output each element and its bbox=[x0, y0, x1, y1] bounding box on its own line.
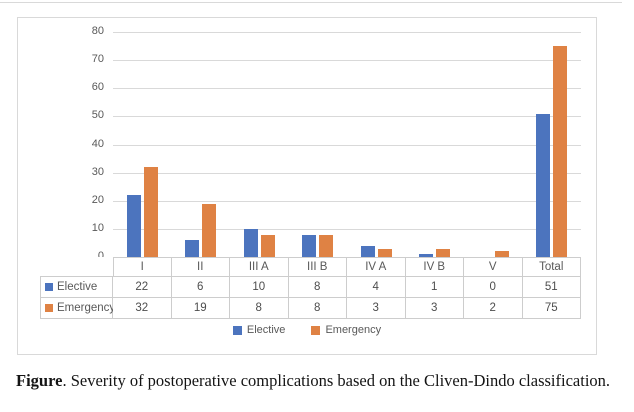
bar-emergency bbox=[436, 248, 451, 257]
gridline bbox=[113, 144, 581, 146]
figure-caption-text: . Severity of postoperative complication… bbox=[62, 371, 611, 390]
figure-caption-label: Figure bbox=[16, 371, 63, 390]
table-cell: 3 bbox=[405, 298, 464, 319]
bar-emergency bbox=[202, 203, 217, 257]
table-cell: 32 bbox=[113, 298, 172, 319]
gridline bbox=[113, 32, 581, 33]
gridline bbox=[113, 200, 581, 202]
table-cell: 1 bbox=[405, 277, 464, 298]
legend-label: Emergency bbox=[325, 324, 382, 336]
y-axis-tick-label: 70 bbox=[91, 53, 104, 66]
y-axis-tick-label: 30 bbox=[91, 165, 104, 178]
y-axis-tick-label: 50 bbox=[91, 109, 104, 122]
bar-emergency bbox=[260, 234, 275, 257]
gridline bbox=[113, 228, 581, 230]
table-row-label-text: Elective bbox=[57, 281, 98, 293]
bar-elective bbox=[360, 245, 375, 257]
legend: Elective Emergency bbox=[18, 324, 596, 336]
table-cell: 3 bbox=[347, 298, 406, 319]
bar-elective bbox=[536, 113, 551, 257]
plot-area bbox=[113, 32, 581, 257]
legend-item: Elective bbox=[232, 324, 286, 336]
bar-emergency bbox=[319, 234, 334, 257]
y-axis-tick-label: 0 bbox=[97, 250, 104, 262]
y-axis-tick-label: 10 bbox=[91, 221, 104, 234]
legend-swatch-icon bbox=[311, 325, 321, 335]
gridline bbox=[113, 60, 581, 62]
table-header-cell: III B bbox=[288, 257, 347, 277]
bar-elective bbox=[419, 254, 434, 257]
table-header-cell: IV A bbox=[347, 257, 406, 277]
y-axis: 0 10 20 30 40 50 60 70 80 bbox=[18, 18, 104, 278]
bar-elective bbox=[302, 234, 317, 257]
table-cell: 0 bbox=[464, 277, 523, 298]
table-header-cell: III A bbox=[230, 257, 289, 277]
table-cell: 19 bbox=[171, 298, 230, 319]
y-axis-tick-label: 20 bbox=[91, 193, 104, 206]
table-cell: 8 bbox=[230, 298, 289, 319]
legend-swatch-icon bbox=[45, 283, 53, 291]
legend-swatch-icon bbox=[232, 325, 242, 335]
y-axis-tick-label: 80 bbox=[91, 25, 104, 37]
table-cell: 8 bbox=[288, 277, 347, 298]
legend-item: Emergency bbox=[311, 324, 381, 336]
figure-caption: Figure. Severity of postoperative compli… bbox=[16, 370, 622, 392]
data-table: I II III A III B IV A IV B V Total Elective 22 6 10… bbox=[40, 257, 581, 319]
page-divider bbox=[0, 2, 622, 3]
table-row-label: Elective bbox=[40, 277, 113, 298]
y-axis-tick-label: 60 bbox=[91, 81, 104, 94]
table-header-cell: I bbox=[113, 257, 172, 277]
table-cell: 22 bbox=[113, 277, 172, 298]
bar-elective bbox=[185, 240, 200, 257]
table-row-label: Emergency bbox=[40, 298, 116, 319]
table-cell: 4 bbox=[347, 277, 406, 298]
table-cell: 6 bbox=[171, 277, 230, 298]
table-header-cell: Total bbox=[522, 257, 581, 277]
table-cell: 8 bbox=[288, 298, 347, 319]
table-cell: 10 bbox=[230, 277, 289, 298]
table-cell: 51 bbox=[522, 277, 581, 298]
table-cell: 2 bbox=[464, 298, 523, 319]
bar-emergency bbox=[143, 167, 158, 257]
bar-elective bbox=[126, 195, 141, 257]
gridline bbox=[113, 172, 581, 174]
table-header-cell: II bbox=[171, 257, 230, 277]
bar-emergency bbox=[553, 46, 568, 257]
y-axis-tick-label: 40 bbox=[91, 137, 104, 150]
table-cell: 75 bbox=[522, 298, 581, 319]
table-row-label-text: Emergency bbox=[57, 302, 116, 314]
legend-swatch-icon bbox=[45, 304, 53, 312]
table-corner-cell bbox=[40, 257, 113, 277]
bar-emergency bbox=[494, 251, 509, 257]
legend-label: Elective bbox=[246, 324, 286, 336]
table-header-cell: V bbox=[464, 257, 523, 277]
gridline bbox=[113, 116, 581, 118]
bar-elective bbox=[243, 228, 258, 257]
bar-emergency bbox=[377, 248, 392, 257]
gridline bbox=[113, 88, 581, 90]
table-header-cell: IV B bbox=[405, 257, 464, 277]
